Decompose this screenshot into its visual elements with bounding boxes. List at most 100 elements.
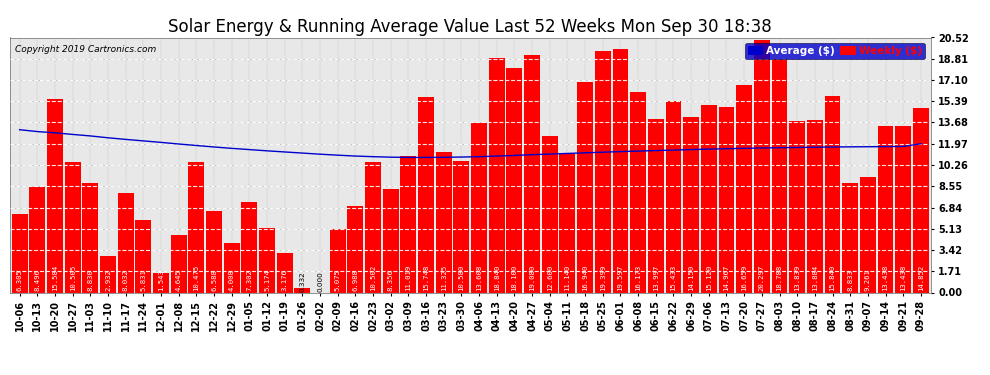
Bar — [383, 189, 399, 292]
Text: 4.645: 4.645 — [175, 269, 182, 291]
Bar — [206, 211, 222, 292]
Text: 10.505: 10.505 — [69, 264, 75, 291]
Text: 13.438: 13.438 — [882, 264, 889, 291]
Text: 11.140: 11.140 — [564, 264, 570, 291]
Bar — [136, 220, 151, 292]
Bar — [842, 183, 858, 292]
Text: 8.032: 8.032 — [123, 269, 129, 291]
Bar — [436, 152, 451, 292]
Text: 12.600: 12.600 — [546, 264, 552, 291]
Bar — [613, 49, 629, 292]
Text: 14.150: 14.150 — [688, 264, 694, 291]
Bar — [188, 162, 204, 292]
Text: 8.356: 8.356 — [388, 269, 394, 291]
Text: 19.597: 19.597 — [618, 264, 624, 291]
Bar — [471, 123, 487, 292]
Text: 15.840: 15.840 — [830, 264, 836, 291]
Bar — [277, 253, 293, 292]
Bar — [242, 202, 257, 292]
Text: 2.932: 2.932 — [105, 269, 111, 291]
Text: 16.659: 16.659 — [742, 264, 747, 291]
Bar — [153, 273, 169, 292]
Bar — [47, 99, 63, 292]
Text: 13.884: 13.884 — [812, 264, 818, 291]
Bar — [30, 187, 46, 292]
Legend: Average ($), Weekly ($): Average ($), Weekly ($) — [744, 43, 926, 59]
Bar — [524, 56, 541, 292]
Text: 11.325: 11.325 — [441, 264, 446, 291]
Bar — [860, 177, 876, 292]
Text: 15.584: 15.584 — [51, 264, 58, 291]
Bar — [118, 193, 134, 292]
Bar — [719, 106, 735, 292]
Bar — [647, 118, 663, 292]
Bar — [259, 228, 275, 292]
Text: 5.174: 5.174 — [264, 269, 270, 291]
Bar — [683, 117, 699, 292]
Text: 13.839: 13.839 — [794, 264, 800, 291]
Text: 16.173: 16.173 — [636, 264, 642, 291]
Bar — [365, 162, 381, 292]
Text: 19.080: 19.080 — [529, 264, 536, 291]
Text: 10.502: 10.502 — [370, 264, 376, 291]
Bar — [489, 58, 505, 292]
Bar — [12, 214, 28, 292]
Text: 13.997: 13.997 — [652, 264, 658, 291]
Bar — [100, 256, 116, 292]
Bar — [913, 108, 929, 292]
Bar — [877, 126, 894, 292]
Bar — [170, 235, 187, 292]
Bar — [400, 156, 417, 292]
Text: 14.852: 14.852 — [918, 264, 924, 291]
Text: 18.840: 18.840 — [494, 264, 500, 291]
Bar — [631, 92, 646, 292]
Text: 8.496: 8.496 — [35, 269, 41, 291]
Text: 15.433: 15.433 — [670, 264, 676, 291]
Bar — [595, 51, 611, 292]
Text: 15.748: 15.748 — [423, 264, 429, 291]
Bar — [559, 154, 575, 292]
Bar — [825, 96, 841, 292]
Text: 18.100: 18.100 — [512, 264, 518, 291]
Bar — [82, 183, 98, 292]
Text: 13.608: 13.608 — [476, 264, 482, 291]
Text: 20.297: 20.297 — [758, 264, 765, 291]
Bar — [895, 126, 911, 292]
Text: 16.940: 16.940 — [582, 264, 588, 291]
Bar — [737, 86, 752, 292]
Text: Copyright 2019 Cartronics.com: Copyright 2019 Cartronics.com — [15, 45, 155, 54]
Text: 6.305: 6.305 — [17, 269, 23, 291]
Text: 5.831: 5.831 — [141, 269, 147, 291]
Bar — [294, 288, 310, 292]
Title: Solar Energy & Running Average Value Last 52 Weeks Mon Sep 30 18:38: Solar Energy & Running Average Value Las… — [168, 18, 772, 36]
Text: 3.176: 3.176 — [282, 269, 288, 291]
Bar — [577, 82, 593, 292]
Bar — [224, 243, 240, 292]
Bar — [507, 68, 523, 292]
Text: 13.438: 13.438 — [900, 264, 906, 291]
Bar — [542, 136, 557, 292]
Bar — [418, 97, 434, 292]
Bar — [330, 230, 346, 292]
Bar — [807, 120, 823, 292]
Text: 6.988: 6.988 — [352, 269, 358, 291]
Text: 8.830: 8.830 — [87, 269, 93, 291]
Text: 6.588: 6.588 — [211, 269, 217, 291]
Text: 7.302: 7.302 — [247, 269, 252, 291]
Text: 0.000: 0.000 — [317, 271, 323, 292]
Text: 8.833: 8.833 — [847, 269, 853, 291]
Text: 19.399: 19.399 — [600, 264, 606, 291]
Text: 14.967: 14.967 — [724, 264, 730, 291]
Bar — [789, 120, 805, 292]
Bar — [453, 161, 469, 292]
Bar — [753, 40, 770, 292]
Bar — [64, 162, 80, 292]
Text: 10.475: 10.475 — [193, 264, 199, 291]
Text: 9.261: 9.261 — [865, 269, 871, 291]
Bar — [347, 206, 363, 292]
Bar — [665, 101, 681, 292]
Text: 4.008: 4.008 — [229, 269, 235, 291]
Text: 11.019: 11.019 — [405, 264, 412, 291]
Text: 10.580: 10.580 — [458, 264, 464, 291]
Text: 15.120: 15.120 — [706, 264, 712, 291]
